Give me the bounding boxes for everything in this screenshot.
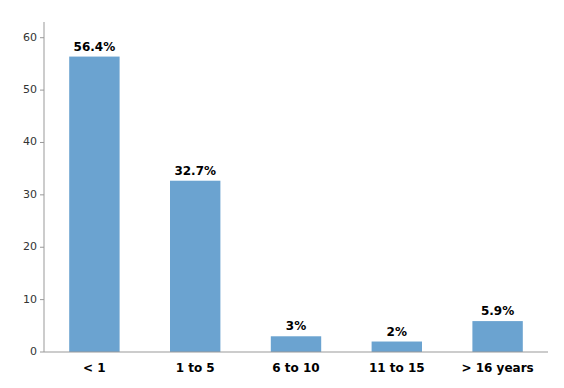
y-tick-label: 40 — [23, 135, 37, 148]
y-tick-label: 10 — [23, 293, 37, 306]
data-label: 3% — [286, 319, 306, 333]
x-axis-line — [44, 351, 548, 352]
y-tick — [40, 90, 44, 91]
y-tick — [40, 194, 44, 195]
y-tick-label: 30 — [23, 188, 37, 201]
y-tick-label: 50 — [23, 83, 37, 96]
y-tick-label: 0 — [30, 345, 37, 358]
y-tick — [40, 299, 44, 300]
bars — [69, 57, 523, 352]
data-label: 2% — [387, 325, 407, 339]
bar — [472, 321, 522, 352]
x-axis: < 1 1 to 5 6 to 10 11 to 15 > 16 years — [83, 361, 534, 375]
y-axis: 0 10 20 30 40 50 60 — [23, 31, 44, 358]
bar — [372, 342, 422, 352]
data-labels: 56.4% 32.7% 3% 2% 5.9% — [74, 40, 515, 339]
chart-container: 0 10 20 30 40 50 60 56.4% 32.7% 3% 2% 5.9% < 1 1 to 5… — [0, 0, 564, 388]
data-label: 5.9% — [481, 304, 514, 318]
y-tick — [40, 37, 44, 38]
x-tick-label: 6 to 10 — [272, 361, 319, 375]
y-tick-label: 60 — [23, 31, 37, 44]
x-tick-label: 1 to 5 — [176, 361, 215, 375]
y-tick — [40, 142, 44, 143]
y-axis-line — [44, 22, 45, 352]
chart-svg: 0 10 20 30 40 50 60 56.4% 32.7% 3% 2% 5.9% < 1 1 to 5… — [0, 0, 564, 388]
bar — [69, 57, 119, 352]
y-tick — [40, 352, 44, 353]
bar — [271, 336, 321, 352]
y-tick-label: 20 — [23, 240, 37, 253]
x-tick-label: < 1 — [83, 361, 106, 375]
bar — [170, 181, 220, 352]
data-label: 32.7% — [174, 164, 216, 178]
y-tick — [40, 247, 44, 248]
x-tick-label: 11 to 15 — [369, 361, 425, 375]
data-label: 56.4% — [74, 40, 116, 54]
x-tick-label: > 16 years — [461, 361, 533, 375]
